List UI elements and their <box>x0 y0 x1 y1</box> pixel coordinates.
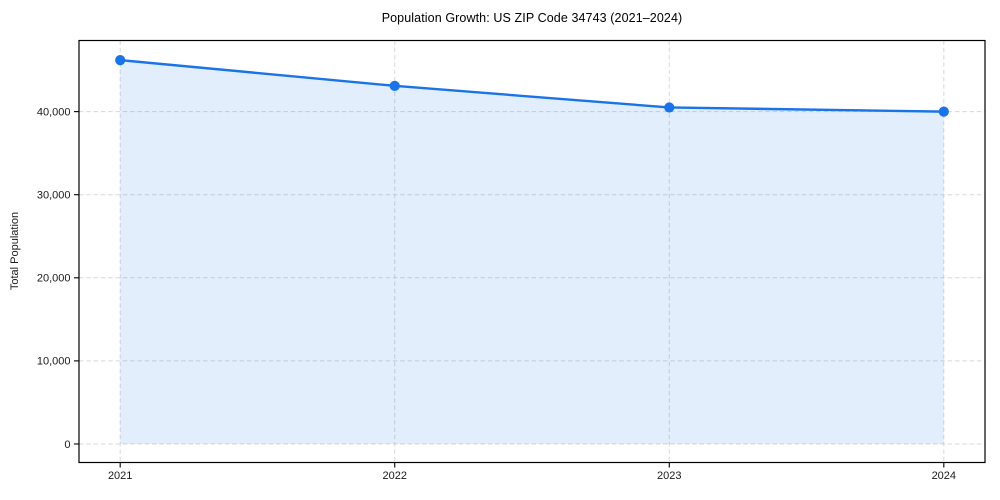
x-tick-label: 2023 <box>657 470 681 482</box>
y-tick-label: 20,000 <box>37 273 71 285</box>
y-tick-label: 10,000 <box>37 356 71 368</box>
data-point-2021 <box>115 55 126 66</box>
data-point-2023 <box>664 102 675 113</box>
data-point-2022 <box>389 80 400 91</box>
y-tick-label: 40,000 <box>37 106 71 118</box>
data-point-2024 <box>938 106 949 117</box>
area-fill <box>120 60 944 444</box>
data-line <box>118 58 946 113</box>
axis-frame <box>78 39 986 464</box>
y-tick-label: 0 <box>64 439 70 451</box>
y-tick-label: 30,000 <box>37 190 71 202</box>
x-tick-label: 2022 <box>382 470 406 482</box>
x-tick-label: 2024 <box>932 470 956 482</box>
chart-title: Population Growth: US ZIP Code 34743 (20… <box>381 11 683 25</box>
x-tick-label: 2021 <box>108 470 132 482</box>
